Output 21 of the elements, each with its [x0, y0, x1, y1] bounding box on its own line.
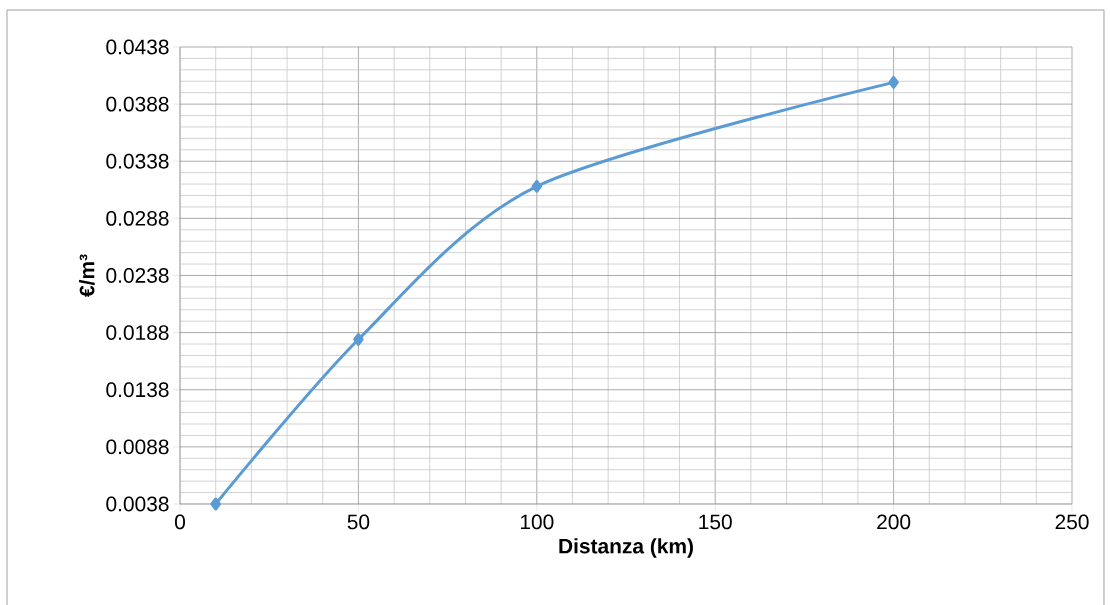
y-tick-label: 0.0188: [106, 325, 169, 341]
y-tick-label: 0.0438: [106, 39, 169, 55]
x-axis-title: Distanza (km): [559, 538, 693, 558]
point: [210, 497, 221, 511]
y-tick-label: 0.0088: [106, 439, 169, 455]
x-tick-label: 150: [699, 514, 732, 530]
point: [353, 332, 364, 346]
y-tick-label: 0.0338: [106, 153, 169, 169]
x-tick-label: 250: [1055, 514, 1089, 530]
x-tick-label: 0: [175, 514, 185, 530]
x-tick-label: 50: [347, 514, 370, 530]
x-tick-label: 100: [520, 514, 554, 530]
x-tick-label: 200: [877, 514, 911, 530]
y-tick-label: 0.0038: [106, 496, 169, 512]
y-tick-label: 0.0388: [106, 96, 169, 112]
point: [531, 179, 543, 193]
y-tick-label: 0.0288: [106, 210, 169, 226]
point: [888, 75, 899, 89]
y-axis-title: €/m³: [79, 254, 95, 297]
y-tick-label: 0.0238: [106, 268, 169, 283]
y-tick-label: 0.0138: [106, 382, 169, 398]
